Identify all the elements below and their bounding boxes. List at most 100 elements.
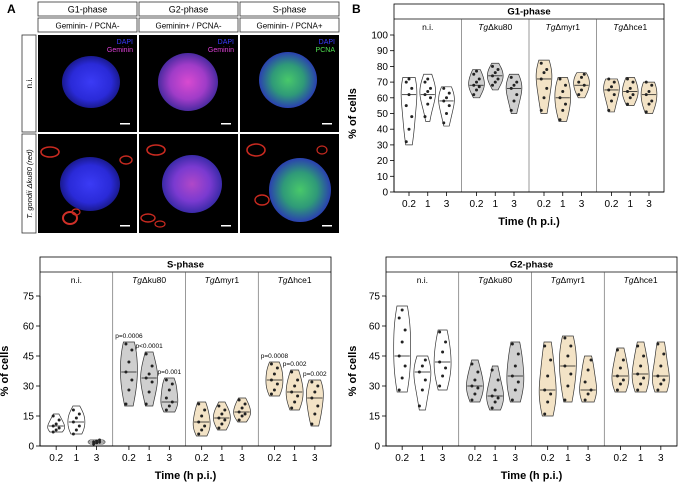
data-point (636, 372, 640, 376)
data-point (296, 378, 300, 382)
data-point (71, 420, 75, 424)
violin (67, 405, 86, 435)
x-tick-label: 3 (579, 199, 585, 210)
data-point (407, 77, 411, 81)
data-point (164, 408, 168, 412)
y-tick-label: 40 (377, 125, 389, 136)
x-tick-label: 1 (74, 453, 80, 464)
data-point (243, 412, 247, 416)
data-point (275, 382, 279, 386)
data-point (545, 68, 549, 72)
x-axis-label: Time (h p.i.) (155, 470, 217, 482)
data-point (74, 416, 78, 420)
data-point (515, 93, 519, 97)
data-point (515, 80, 519, 84)
x-tick-label: 0.2 (605, 199, 619, 210)
violin (413, 355, 432, 411)
y-tick-label: 30 (23, 382, 35, 393)
data-point (164, 396, 168, 400)
group-label: n.i. (71, 275, 82, 285)
data-point (542, 96, 546, 100)
group-label: TgΔmyr1 (551, 275, 586, 285)
x-tick-label: 1 (638, 453, 644, 464)
data-point (51, 414, 55, 418)
group-label: n.i. (422, 22, 433, 32)
micrograph-tg-g1 (38, 134, 137, 233)
violin (438, 86, 455, 127)
data-point (404, 80, 408, 84)
header-s: S-phase (273, 5, 307, 15)
x-tick-label: 0.2 (395, 453, 409, 464)
data-point (442, 99, 446, 103)
data-point (407, 93, 411, 97)
data-point (404, 104, 408, 108)
data-point (509, 108, 513, 112)
data-point (447, 91, 451, 95)
data-point (423, 115, 427, 119)
data-point (490, 368, 494, 372)
data-point (580, 75, 583, 79)
data-point (615, 374, 619, 378)
data-point (217, 404, 221, 408)
p-value-annotation: p<0.0001 (135, 343, 163, 350)
data-point (564, 83, 568, 87)
data-point (77, 424, 81, 428)
marker-g1: Geminin- / PCNA- (55, 22, 119, 31)
data-point (542, 71, 546, 75)
data-point (539, 61, 543, 65)
data-point (400, 308, 404, 312)
data-point (71, 432, 75, 436)
x-tick-label: 3 (94, 453, 100, 464)
violin (120, 341, 138, 407)
data-point (167, 388, 171, 392)
data-point (170, 382, 174, 386)
violin (140, 351, 158, 407)
x-tick-label: 1 (146, 453, 152, 464)
data-point (615, 348, 619, 352)
data-point (223, 408, 227, 412)
y-tick-label: 0 (28, 442, 34, 453)
data-point (543, 412, 547, 416)
data-point (313, 412, 317, 416)
data-point (397, 354, 401, 358)
group-label: TgΔhce1 (613, 22, 647, 32)
data-point (167, 404, 171, 408)
y-tick-label: 60 (369, 322, 381, 333)
group-label: TgΔku80 (478, 22, 512, 32)
violin (535, 59, 553, 114)
data-point (217, 416, 221, 420)
header-g1: G1-phase (68, 5, 108, 15)
data-point (410, 115, 414, 119)
x-tick-label: 3 (511, 199, 517, 210)
data-point (310, 422, 314, 426)
data-point (644, 110, 648, 114)
data-point (426, 77, 430, 81)
x-axis-label: Time (h p.i.) (501, 470, 563, 482)
x-tick-label: 3 (658, 453, 664, 464)
data-point (612, 93, 616, 97)
data-point (441, 374, 445, 378)
data-point (549, 392, 553, 396)
data-point (558, 118, 562, 122)
y-tick-label: 10 (377, 172, 389, 183)
data-point (621, 358, 625, 362)
violin (554, 77, 571, 122)
y-tick-label: 30 (377, 140, 389, 151)
data-point (496, 77, 500, 81)
x-tick-label: 1 (219, 453, 225, 464)
data-point (566, 354, 570, 358)
group-label: TgΔmyr1 (546, 22, 581, 32)
data-point (490, 83, 494, 87)
violin (603, 78, 620, 113)
panel-a-letter: A (7, 2, 16, 16)
data-point (472, 83, 476, 87)
data-point (397, 388, 401, 392)
data-point (403, 328, 407, 332)
x-tick-label: 0.2 (468, 453, 482, 464)
y-tick-label: 20 (377, 156, 389, 167)
data-point (496, 396, 500, 400)
data-point (57, 426, 61, 430)
data-point (269, 362, 273, 366)
data-point (490, 74, 494, 78)
data-point (144, 376, 148, 380)
